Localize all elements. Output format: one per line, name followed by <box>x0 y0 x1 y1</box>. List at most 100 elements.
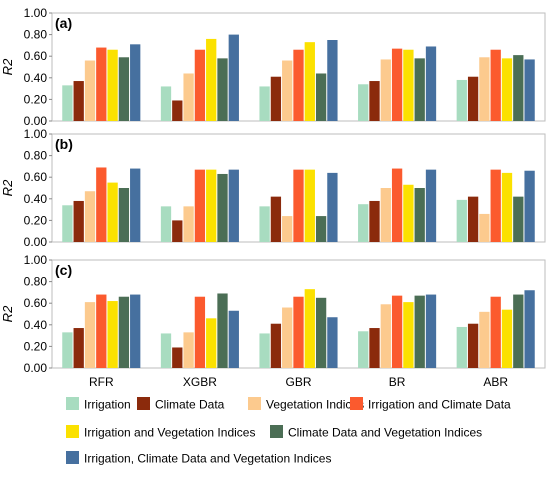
x-category-label: BR <box>389 375 406 389</box>
bar <box>304 169 315 242</box>
bar <box>524 290 535 368</box>
legend-label: Irrigation, Climate Data and Vegetation … <box>84 452 331 466</box>
y-tick-label: 0.40 <box>24 71 48 85</box>
bar <box>467 76 479 121</box>
legend-label: Irrigation and Vegetation Indices <box>84 426 255 440</box>
panel-label: (c) <box>55 262 72 278</box>
bar <box>107 49 118 121</box>
bar <box>315 73 327 121</box>
bar <box>315 216 327 242</box>
bar <box>84 302 96 368</box>
bar <box>183 73 194 121</box>
legend-swatch <box>350 397 363 410</box>
y-tick-label: 1.00 <box>24 253 48 267</box>
bar <box>160 206 172 242</box>
bar <box>206 318 217 368</box>
bar <box>358 84 369 121</box>
bar <box>172 100 183 121</box>
y-axis-label: R2 <box>0 58 15 75</box>
bar <box>217 293 228 368</box>
bar <box>270 196 282 242</box>
bar <box>228 169 239 242</box>
bar <box>513 55 524 122</box>
chart-panel-3: 0.00 0.20 0.40 0.60 0.80 1.00 R2 (c) RFR XGBR GBR B… <box>0 253 546 389</box>
y-tick-label: 0.60 <box>24 296 48 310</box>
x-category-label: ABR <box>483 375 508 389</box>
bar <box>524 59 535 121</box>
bar <box>96 294 107 368</box>
bar <box>160 86 172 121</box>
bar <box>183 206 194 242</box>
bar <box>62 332 73 368</box>
legend-swatch <box>66 425 79 438</box>
legend-swatch <box>66 397 79 410</box>
bar <box>490 169 501 242</box>
bar <box>358 204 369 242</box>
bar <box>293 296 304 368</box>
bar <box>479 311 490 368</box>
bar <box>130 44 141 121</box>
x-category-label: GBR <box>285 375 311 389</box>
bar <box>73 81 84 121</box>
bar <box>380 304 391 368</box>
y-tick-label: 0.60 <box>24 170 48 184</box>
y-tick-label: 1.00 <box>24 6 48 20</box>
bar <box>118 296 130 368</box>
bar <box>293 49 304 121</box>
y-tick-label: 0.40 <box>24 318 48 332</box>
bar <box>369 200 380 242</box>
bar <box>358 331 369 368</box>
bar <box>228 310 239 368</box>
bar <box>84 191 96 242</box>
panel-label: (a) <box>55 15 72 31</box>
bar <box>293 169 304 242</box>
panel-label: (b) <box>55 136 73 152</box>
y-tick-label: 0.20 <box>24 92 48 106</box>
bar <box>456 326 467 368</box>
bar <box>501 172 513 242</box>
bar <box>206 38 217 121</box>
bar <box>270 76 282 121</box>
bar <box>501 58 513 121</box>
y-tick-label: 0.80 <box>24 149 48 163</box>
bar <box>62 85 73 121</box>
bar <box>194 169 206 242</box>
bar <box>107 182 118 242</box>
bar <box>96 47 107 122</box>
legend-swatch <box>137 397 150 410</box>
bar <box>456 79 467 121</box>
bar <box>391 48 403 121</box>
bar <box>327 317 338 368</box>
bar <box>304 42 315 121</box>
bar <box>282 60 293 121</box>
bar <box>130 294 141 368</box>
y-tick-label: 0.00 <box>24 114 48 128</box>
bar <box>467 196 479 242</box>
bar <box>228 34 239 121</box>
bar <box>194 49 206 121</box>
bar <box>414 295 425 368</box>
bar <box>490 296 501 368</box>
bar <box>282 216 293 242</box>
bar <box>403 184 414 242</box>
legend-label: Irrigation and Climate Data <box>368 398 511 412</box>
bar <box>425 46 437 122</box>
legend-swatch <box>270 425 283 438</box>
bar <box>403 302 414 368</box>
bar <box>194 296 206 368</box>
y-tick-label: 1.00 <box>24 127 48 141</box>
y-tick-label: 0.40 <box>24 192 48 206</box>
bar <box>425 294 437 368</box>
bar <box>414 188 425 242</box>
bar <box>501 309 513 368</box>
bar <box>172 347 183 368</box>
y-tick-label: 0.00 <box>24 235 48 249</box>
chart-panel-1: 0.00 0.20 0.40 0.60 0.80 1.00 R2 (a) <box>0 6 546 128</box>
bar <box>118 57 130 121</box>
bar <box>490 49 501 121</box>
bar <box>160 333 172 368</box>
bar <box>380 59 391 121</box>
bar <box>467 323 479 368</box>
bar <box>327 172 338 242</box>
y-axis-label: R2 <box>0 179 15 196</box>
